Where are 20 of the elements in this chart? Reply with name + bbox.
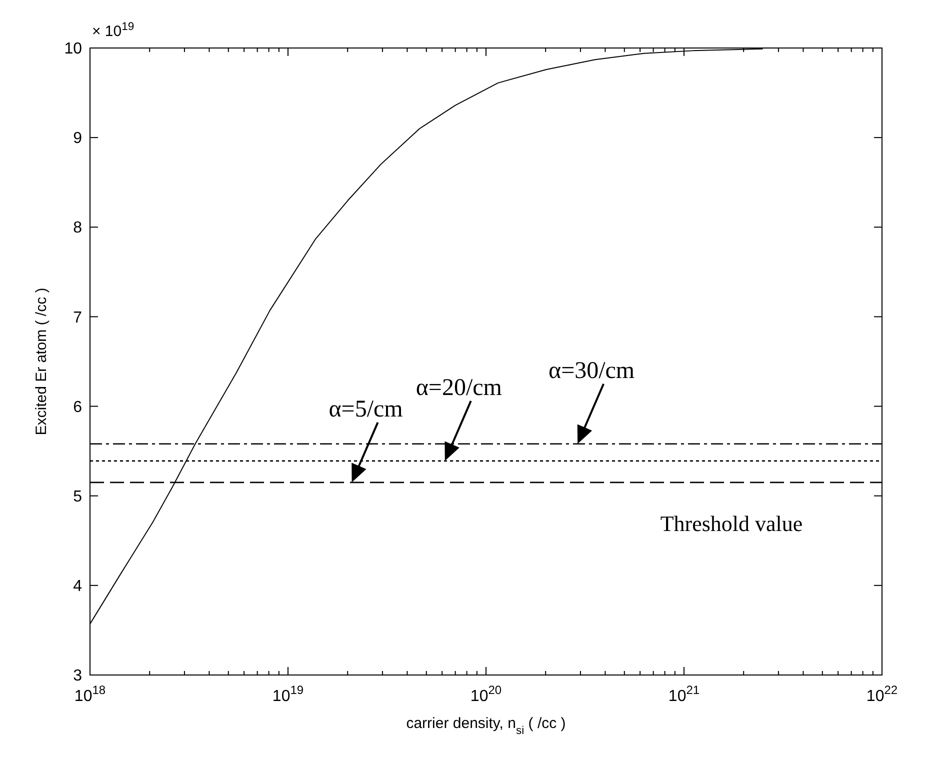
annotation: α=20/cm — [416, 374, 502, 401]
y-tick-label: 3 — [73, 668, 82, 685]
x-tick-label: 10$^{18}$ — [74, 683, 106, 705]
x-tick-label: 10$^{19}$ — [272, 683, 304, 705]
annotation: Threshold value — [660, 510, 803, 536]
x-tick-label: 10$^{20}$ — [470, 683, 502, 705]
y-tick-label: 6 — [73, 398, 82, 416]
y-axis-title: Excited Er atom ( /cc ) — [33, 288, 50, 436]
y-tick-label: 10 — [64, 40, 82, 58]
y-tick-label: 7 — [73, 309, 82, 326]
y-tick-label: 4 — [73, 578, 82, 596]
y-tick-label: 8 — [73, 220, 82, 237]
x-axis-title: carrier density, n$_{si}$ ( /cc ) — [406, 715, 566, 737]
annotation: α=30/cm — [548, 358, 635, 384]
text: × 10$^{19}$ — [92, 21, 134, 40]
y-tick-label: 9 — [73, 130, 82, 148]
x-tick-label: 10$^{22}$ — [866, 683, 898, 705]
y-tick-label: 5 — [73, 488, 82, 506]
annotation: α=5/cm — [328, 396, 404, 422]
x-tick-label: 10$^{21}$ — [668, 683, 700, 705]
